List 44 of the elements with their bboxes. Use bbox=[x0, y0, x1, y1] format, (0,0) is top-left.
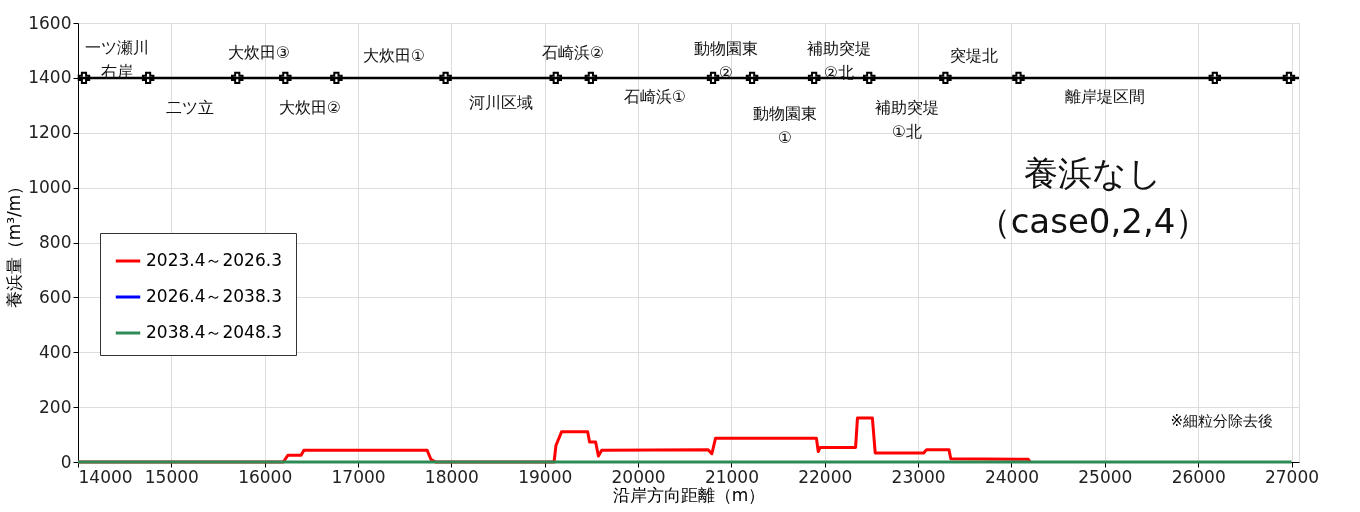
y-tick-label: 400 bbox=[39, 341, 72, 362]
legend-label: 2026.4～2038.3 bbox=[146, 286, 282, 306]
x-tick-label: 22000 bbox=[798, 466, 853, 487]
annotation: 一ツ瀬川右岸 bbox=[85, 38, 149, 81]
annotation: 河川区域 bbox=[469, 93, 533, 112]
annotation: 大炊田① bbox=[362, 46, 426, 65]
x-tick-label: 27000 bbox=[1264, 466, 1320, 487]
legend-label: 2038.4～2048.3 bbox=[146, 322, 282, 342]
x-tick-label: 17000 bbox=[331, 466, 386, 487]
annotation: 動物園東① bbox=[753, 104, 817, 147]
y-tick-label: 1400 bbox=[28, 67, 72, 88]
annotation: 動物園東② bbox=[694, 39, 758, 82]
x-axis-title: 沿岸方向距離（m） bbox=[612, 484, 766, 505]
y-tick-label: 200 bbox=[39, 396, 72, 417]
y-tick-label: 1000 bbox=[28, 177, 72, 198]
x-tick-label: 18000 bbox=[424, 466, 479, 487]
legend-label: 2023.4～2026.3 bbox=[146, 250, 282, 270]
x-tick-label: 20000 bbox=[611, 466, 666, 487]
annotation: 補助突堤①北 bbox=[875, 98, 939, 141]
annotation: 石崎浜② bbox=[541, 43, 605, 62]
annotation: 突堤北 bbox=[950, 46, 998, 65]
y-tick-label: 0 bbox=[60, 451, 72, 472]
x-tick-label: 15000 bbox=[144, 466, 199, 487]
y-tick-label: 1600 bbox=[28, 12, 72, 33]
annotation: ※細粒分除去後 bbox=[1170, 412, 1273, 430]
annotation: 大炊田③ bbox=[227, 43, 291, 62]
y-axis-title: 養浜量（m³/m） bbox=[4, 177, 25, 309]
y-tick-label: 800 bbox=[39, 232, 72, 252]
annotation: 補助突堤②北 bbox=[807, 39, 871, 82]
x-tick-label: 24000 bbox=[984, 466, 1040, 487]
x-tick-label: 25000 bbox=[1078, 466, 1133, 487]
x-tick-label: 14000 bbox=[78, 466, 133, 487]
annotation: 離岸堤区間 bbox=[1065, 87, 1145, 106]
x-tick-label: 26000 bbox=[1171, 466, 1226, 487]
annotation: 大炊田② bbox=[278, 98, 342, 117]
y-tick-label: 600 bbox=[39, 286, 72, 307]
annotation: 養浜なし（case0,2,4） bbox=[976, 153, 1210, 241]
x-tick-label: 21000 bbox=[704, 466, 759, 487]
y-tick-label: 1200 bbox=[28, 122, 72, 143]
x-tick-label: 23000 bbox=[891, 466, 946, 487]
x-tick-label: 16000 bbox=[238, 466, 293, 487]
x-tick-label: 19000 bbox=[518, 466, 573, 487]
annotation: 石崎浜① bbox=[623, 87, 687, 106]
annotation: 二ツ立 bbox=[166, 98, 214, 117]
